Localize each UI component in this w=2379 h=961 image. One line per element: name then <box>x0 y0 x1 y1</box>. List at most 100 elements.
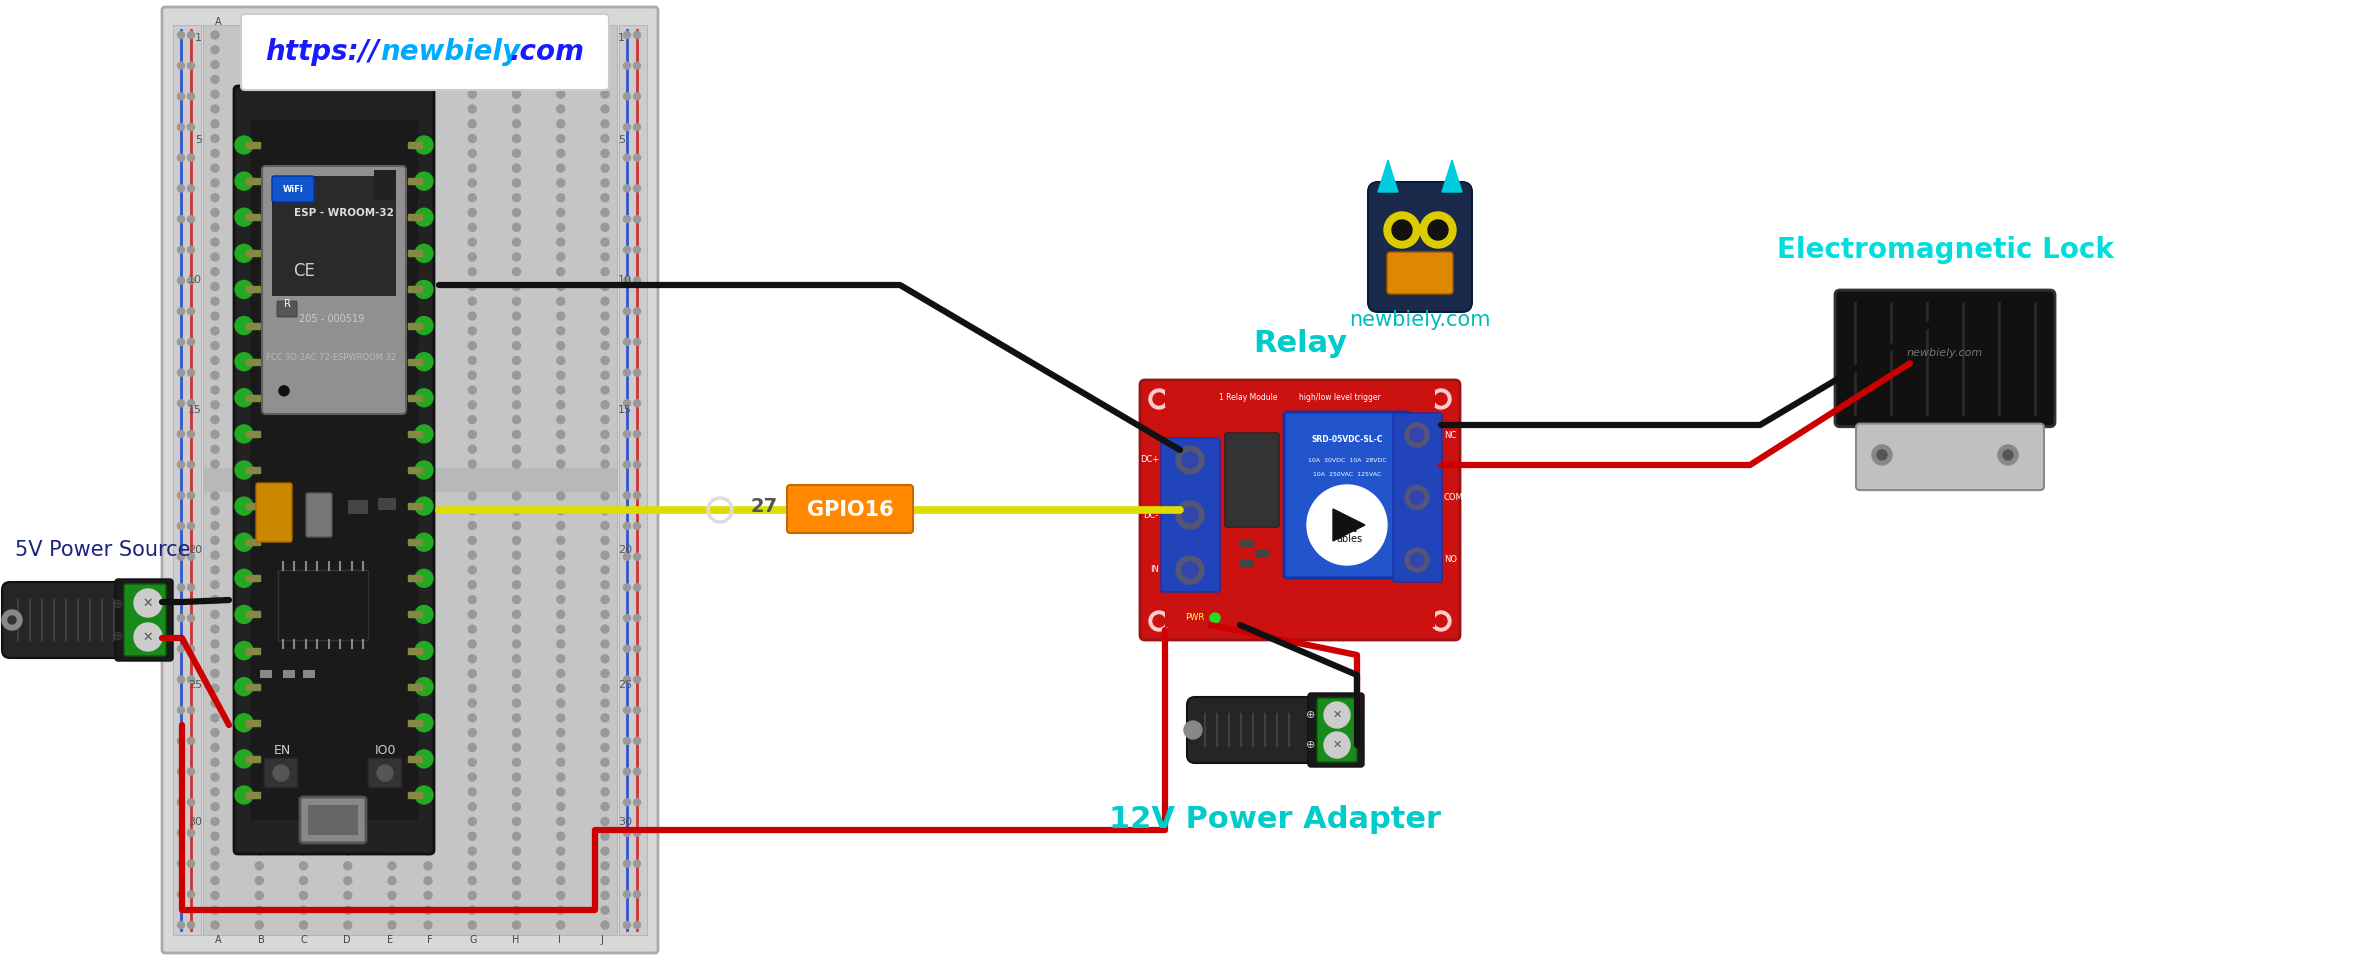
Circle shape <box>602 445 609 454</box>
Circle shape <box>414 136 433 154</box>
Circle shape <box>343 876 352 885</box>
Bar <box>245 395 259 401</box>
Circle shape <box>1998 445 2017 465</box>
Text: newbiely: newbiely <box>381 38 521 66</box>
Circle shape <box>633 645 640 653</box>
Circle shape <box>188 829 195 836</box>
Circle shape <box>469 699 476 707</box>
Circle shape <box>623 277 630 284</box>
Circle shape <box>236 136 252 154</box>
Circle shape <box>602 610 609 618</box>
Circle shape <box>1406 485 1430 509</box>
Circle shape <box>423 297 433 306</box>
Bar <box>245 286 259 292</box>
Circle shape <box>188 369 195 376</box>
Circle shape <box>633 891 640 898</box>
Text: newbiely.com: newbiely.com <box>1908 349 1984 358</box>
Circle shape <box>255 654 264 663</box>
Circle shape <box>388 460 395 468</box>
Text: H: H <box>511 17 519 27</box>
Circle shape <box>469 773 476 781</box>
Bar <box>1256 550 1268 558</box>
Circle shape <box>300 342 307 350</box>
Circle shape <box>602 802 609 811</box>
Circle shape <box>300 552 307 559</box>
Circle shape <box>511 342 521 350</box>
Circle shape <box>633 431 640 437</box>
Circle shape <box>557 164 564 172</box>
Bar <box>245 504 259 509</box>
Circle shape <box>300 566 307 574</box>
Circle shape <box>623 523 630 530</box>
Circle shape <box>557 401 564 408</box>
Circle shape <box>212 654 219 663</box>
Circle shape <box>511 670 521 678</box>
FancyBboxPatch shape <box>1387 252 1454 294</box>
Circle shape <box>623 338 630 345</box>
Circle shape <box>300 773 307 781</box>
Circle shape <box>300 445 307 454</box>
Circle shape <box>469 357 476 364</box>
Circle shape <box>343 135 352 142</box>
Circle shape <box>236 497 252 515</box>
Circle shape <box>212 342 219 350</box>
Circle shape <box>300 714 307 722</box>
Circle shape <box>557 714 564 722</box>
Circle shape <box>557 238 564 246</box>
Circle shape <box>602 415 609 424</box>
Circle shape <box>511 445 521 454</box>
Circle shape <box>255 327 264 334</box>
Bar <box>250 120 419 820</box>
Circle shape <box>343 847 352 855</box>
Circle shape <box>557 684 564 692</box>
Circle shape <box>212 415 219 424</box>
Circle shape <box>633 768 640 776</box>
Circle shape <box>511 744 521 752</box>
Text: IN: IN <box>1149 565 1159 575</box>
Circle shape <box>557 744 564 752</box>
Circle shape <box>423 670 433 678</box>
Circle shape <box>557 906 564 914</box>
Circle shape <box>255 357 264 364</box>
Circle shape <box>557 283 564 290</box>
Circle shape <box>623 584 630 591</box>
Circle shape <box>236 605 252 624</box>
Text: F: F <box>428 17 433 27</box>
Text: SRD-05VDC-SL-C: SRD-05VDC-SL-C <box>1311 435 1382 445</box>
Circle shape <box>511 773 521 781</box>
Circle shape <box>423 684 433 692</box>
Circle shape <box>343 415 352 424</box>
Circle shape <box>343 522 352 530</box>
Text: 20: 20 <box>619 545 633 555</box>
Text: D: D <box>343 935 350 945</box>
Circle shape <box>511 892 521 899</box>
Circle shape <box>423 506 433 515</box>
Circle shape <box>388 164 395 172</box>
Circle shape <box>300 728 307 737</box>
Circle shape <box>414 353 433 371</box>
Circle shape <box>343 773 352 781</box>
Circle shape <box>343 506 352 515</box>
Circle shape <box>300 164 307 172</box>
Circle shape <box>188 737 195 745</box>
Circle shape <box>423 460 433 468</box>
Circle shape <box>469 149 476 158</box>
Circle shape <box>188 277 195 284</box>
Circle shape <box>469 596 476 604</box>
Circle shape <box>602 135 609 142</box>
Bar <box>347 500 369 514</box>
Circle shape <box>212 431 219 438</box>
Circle shape <box>255 209 264 216</box>
Circle shape <box>602 283 609 290</box>
Circle shape <box>212 552 219 559</box>
Circle shape <box>511 179 521 187</box>
Circle shape <box>255 566 264 574</box>
Text: 1 Relay Module         high/low level trigger: 1 Relay Module high/low level trigger <box>1218 393 1380 403</box>
Circle shape <box>212 847 219 855</box>
Circle shape <box>623 93 630 100</box>
Bar <box>202 25 616 935</box>
Circle shape <box>212 312 219 320</box>
Circle shape <box>343 758 352 766</box>
Circle shape <box>414 425 433 443</box>
Circle shape <box>388 847 395 855</box>
